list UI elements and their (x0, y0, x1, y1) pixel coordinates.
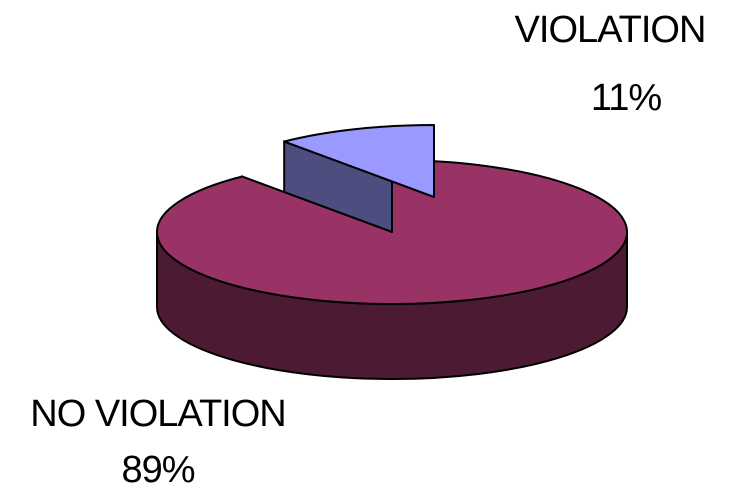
slice-top-violation (283, 124, 435, 198)
pie-tops (156, 124, 628, 305)
slice-top-no-violation (156, 159, 628, 305)
slice-label-violation-value: 11% (591, 77, 661, 119)
slice-label-no-violation-value: 89% (121, 449, 194, 491)
slice-label-no-violation-name: NO VIOLATION (30, 393, 285, 435)
slice-label-violation-name: VIOLATION (515, 9, 706, 51)
